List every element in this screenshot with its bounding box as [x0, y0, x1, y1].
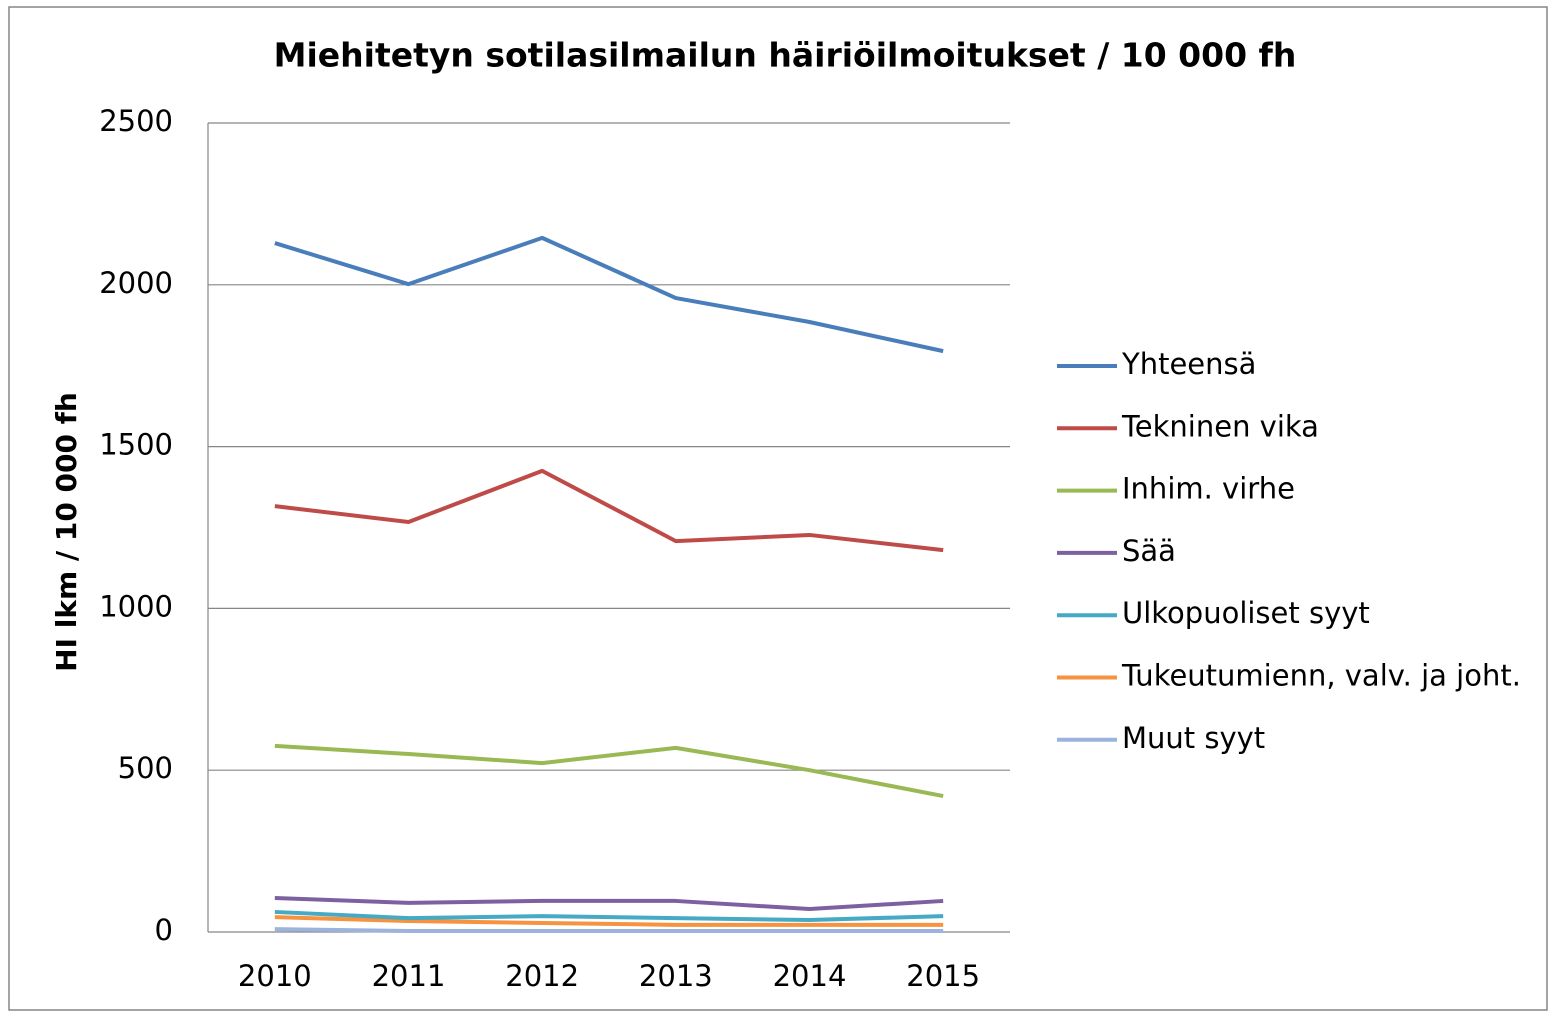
- legend-label: Muut syyt: [1122, 721, 1265, 755]
- series-line: [274, 235, 944, 354]
- legend-label: Inhim. virhe: [1122, 472, 1295, 506]
- chart-title: Miehitetyn sotilasilmailun häiriöilmoitu…: [274, 36, 1297, 75]
- x-tick-label: 2014: [773, 959, 847, 993]
- series-line: [274, 468, 944, 553]
- legend-label: Tekninen vika: [1121, 409, 1319, 443]
- series-line: [274, 927, 944, 934]
- series-line: [274, 896, 944, 912]
- x-tick-label: 2015: [906, 959, 980, 993]
- x-tick-label: 2011: [372, 959, 446, 993]
- y-tick-label: 2500: [99, 104, 173, 138]
- legend-label: Ulkopuoliset syyt: [1122, 596, 1370, 630]
- y-tick-label: 500: [118, 751, 173, 785]
- y-tick-label: 1000: [99, 589, 173, 623]
- x-tick-label: 2012: [505, 959, 579, 993]
- legend-label: Tukeutumienn, valv. ja joht.: [1121, 659, 1521, 693]
- y-tick-label: 0: [155, 913, 173, 947]
- series-line: [274, 915, 944, 927]
- y-tick-label: 1500: [99, 428, 173, 462]
- legend-label: Sää: [1122, 534, 1176, 568]
- chart-border: [8, 6, 1548, 1011]
- y-tick-label: 2000: [99, 266, 173, 300]
- y-axis-label: HI lkm / 10 000 fh: [50, 392, 83, 672]
- legend-label: Yhteensä: [1121, 347, 1256, 381]
- x-tick-label: 2013: [639, 959, 713, 993]
- x-tick-label: 2010: [238, 959, 312, 993]
- series-line: [274, 909, 944, 923]
- series-line: [274, 743, 944, 799]
